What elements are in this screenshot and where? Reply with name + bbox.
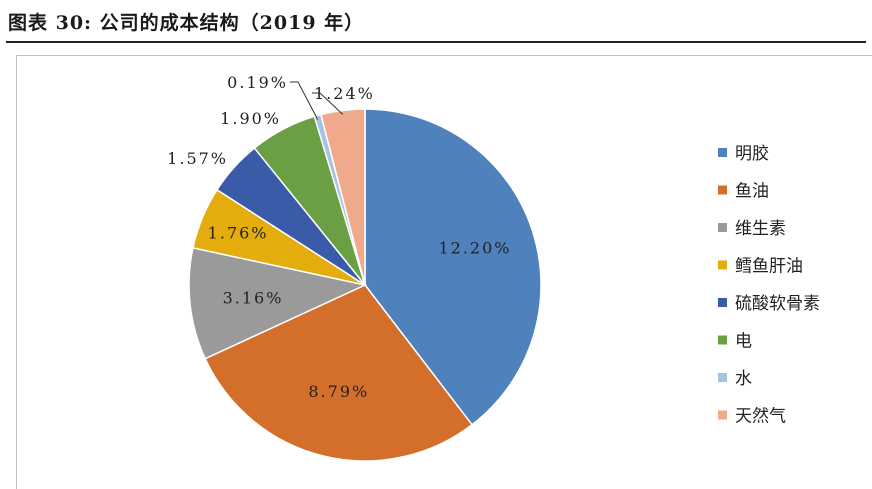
data-label-5: 1.57% bbox=[167, 149, 228, 168]
data-label-2: 8.79% bbox=[308, 382, 369, 401]
legend-label-6: 电 bbox=[735, 332, 752, 352]
leader-lines bbox=[290, 81, 344, 120]
legend-swatch-4 bbox=[718, 260, 727, 270]
data-label-6: 1.90% bbox=[220, 109, 281, 128]
figure-title: 图表 30: 公司的成本结构（2019 年） bbox=[8, 12, 365, 34]
legend-label-1: 明胶 bbox=[735, 144, 769, 164]
legend-label-3: 维生素 bbox=[735, 219, 786, 239]
data-label-7: 0.19% bbox=[227, 73, 288, 92]
data-label-1: 12.20% bbox=[438, 239, 511, 258]
legend-label-2: 鱼油 bbox=[735, 182, 769, 202]
legend-swatch-7 bbox=[718, 373, 727, 382]
pie-slice-8 bbox=[320, 108, 366, 286]
legend-label-5: 硫酸软骨素 bbox=[735, 294, 820, 314]
data-labels: 12.20% 8.79% 3.16% 1.76% 1.57% 1.90% 0.19% 1.24… bbox=[167, 73, 511, 401]
data-label-8: 1.24% bbox=[314, 84, 375, 103]
legend-swatch-1 bbox=[718, 148, 727, 157]
legend-swatch-3 bbox=[718, 223, 727, 232]
chart-frame bbox=[16, 55, 872, 489]
legend-label-4: 鳕鱼肝油 bbox=[735, 257, 803, 277]
leader-line-8 bbox=[312, 92, 344, 115]
legend-swatch-5 bbox=[718, 298, 727, 307]
leader-line-7 bbox=[290, 81, 319, 120]
legend-swatch-2 bbox=[718, 185, 727, 195]
legend-swatch-8 bbox=[718, 410, 727, 420]
pie-slice-2 bbox=[204, 284, 474, 462]
data-label-3: 3.16% bbox=[223, 288, 284, 307]
legend-label-7: 水 bbox=[735, 369, 752, 389]
legend-label-8: 天然气 bbox=[735, 407, 786, 427]
pie-slice-1 bbox=[364, 108, 542, 426]
title-rule bbox=[6, 41, 866, 43]
legend-swatch-6 bbox=[718, 335, 727, 345]
pie-slices bbox=[188, 108, 542, 462]
data-label-4: 1.76% bbox=[208, 224, 269, 243]
